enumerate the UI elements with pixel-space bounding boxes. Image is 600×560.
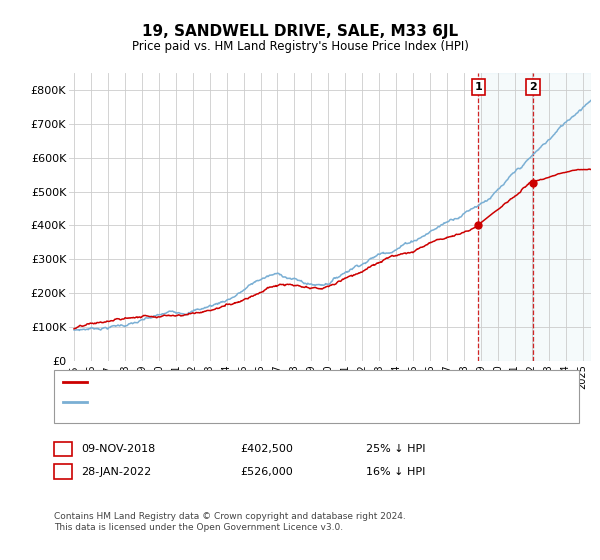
Text: 19, SANDWELL DRIVE, SALE, M33 6JL (detached house): 19, SANDWELL DRIVE, SALE, M33 6JL (detac…	[91, 377, 395, 388]
Text: 16% ↓ HPI: 16% ↓ HPI	[366, 466, 425, 477]
Text: 19, SANDWELL DRIVE, SALE, M33 6JL: 19, SANDWELL DRIVE, SALE, M33 6JL	[142, 24, 458, 39]
Text: 2: 2	[529, 82, 537, 92]
Text: £526,000: £526,000	[240, 466, 293, 477]
Text: 09-NOV-2018: 09-NOV-2018	[81, 444, 155, 454]
Text: £402,500: £402,500	[240, 444, 293, 454]
Bar	[478, 73, 533, 361]
Text: Contains HM Land Registry data © Crown copyright and database right 2024.
This d: Contains HM Land Registry data © Crown c…	[54, 512, 406, 532]
Text: 2: 2	[59, 466, 67, 477]
Text: 1: 1	[475, 82, 482, 92]
Text: 28-JAN-2022: 28-JAN-2022	[81, 466, 151, 477]
Text: Price paid vs. HM Land Registry's House Price Index (HPI): Price paid vs. HM Land Registry's House …	[131, 40, 469, 53]
Text: HPI: Average price, detached house, Trafford: HPI: Average price, detached house, Traf…	[91, 396, 335, 407]
Text: 1: 1	[59, 444, 67, 454]
Text: 25% ↓ HPI: 25% ↓ HPI	[366, 444, 425, 454]
Bar	[533, 73, 591, 361]
